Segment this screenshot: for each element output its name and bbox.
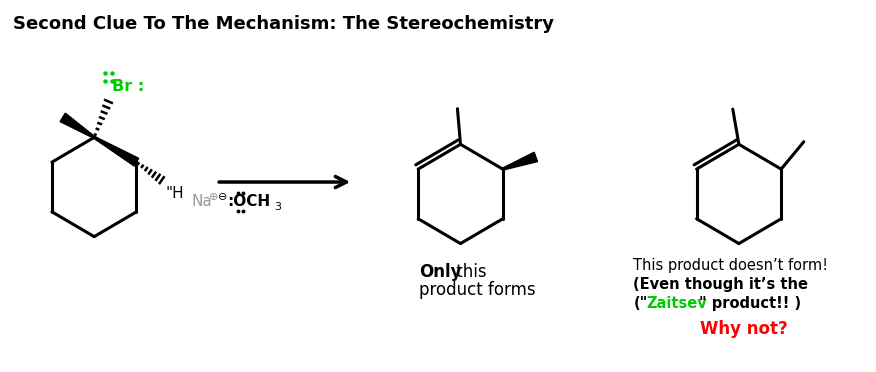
- Text: " product!! ): " product!! ): [699, 296, 801, 311]
- Text: Br :: Br :: [111, 79, 144, 94]
- Text: 3: 3: [274, 202, 281, 212]
- Text: ⊕: ⊕: [209, 192, 219, 202]
- Text: Why not?: Why not?: [700, 320, 788, 338]
- Text: this: this: [451, 263, 486, 281]
- Polygon shape: [94, 137, 138, 166]
- Polygon shape: [60, 113, 95, 138]
- Text: (": (": [633, 296, 647, 311]
- Text: product forms: product forms: [420, 281, 536, 299]
- Text: ⊖: ⊖: [218, 192, 228, 202]
- Text: Zaitsev: Zaitsev: [646, 296, 707, 311]
- Text: "H: "H: [166, 186, 184, 201]
- Text: Second Clue To The Mechanism: The Stereochemistry: Second Clue To The Mechanism: The Stereo…: [13, 15, 555, 33]
- Text: This product doesn’t form!: This product doesn’t form!: [633, 259, 829, 273]
- Polygon shape: [503, 152, 538, 170]
- Text: :OCH: :OCH: [227, 195, 270, 209]
- Text: Only: Only: [420, 263, 462, 281]
- Text: (Even though it’s the: (Even though it’s the: [633, 277, 809, 292]
- Text: Na: Na: [192, 195, 213, 209]
